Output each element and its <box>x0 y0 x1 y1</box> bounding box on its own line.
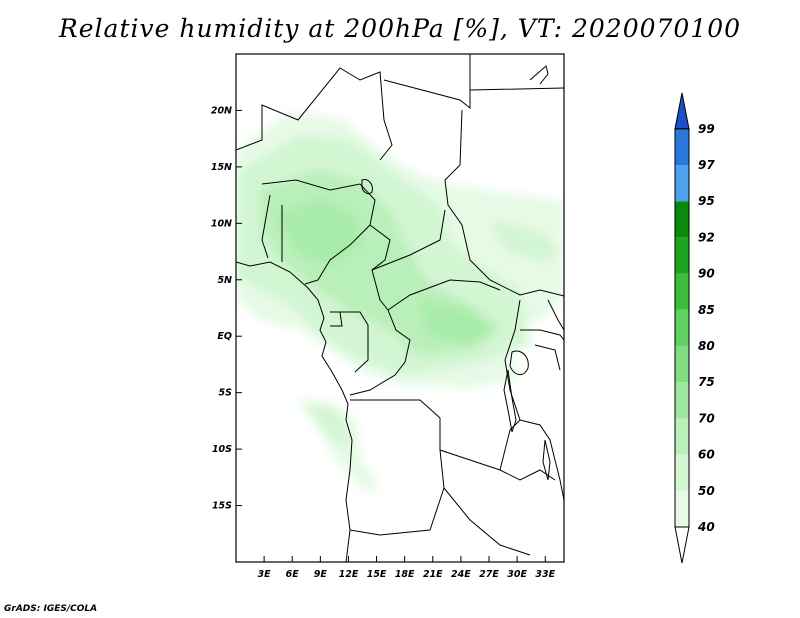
rh-70-75-area <box>275 200 360 265</box>
lon-tick-label: 18E <box>395 569 415 580</box>
lat-tick-label: 15N <box>211 162 232 173</box>
colorbar-level-label: 60 <box>698 448 715 462</box>
lon-tick-label: 21E <box>423 569 443 580</box>
rh-50-60-area-east <box>490 220 560 262</box>
border-east-africa <box>519 329 564 501</box>
lon-tick-label: 12E <box>339 569 359 580</box>
colorbar-segment <box>675 128 689 165</box>
credit-text: GrADS: IGES/COLA <box>4 604 98 614</box>
lake-victoria <box>509 350 529 375</box>
lat-tick-label: 10N <box>211 218 232 229</box>
colorbar-level-label: 90 <box>698 267 715 281</box>
map-frame <box>235 53 565 563</box>
border-cameroon <box>369 224 391 311</box>
coast-east <box>547 299 564 331</box>
colorbar-segment <box>675 165 689 202</box>
colorbar-segment <box>675 309 689 346</box>
longitude-axis: 3E 6E 9E 12E 15E 18E 21E 24E 27E 30E 33E <box>258 556 556 580</box>
lake-chad <box>361 179 373 195</box>
colorbar-segment <box>675 346 689 383</box>
border-nigeria <box>261 179 376 285</box>
lon-tick-label: 15E <box>367 569 387 580</box>
latitude-axis: 20N 15N 10N 5N EQ 5S 10S 15S <box>211 105 242 512</box>
lon-tick-label: 27E <box>479 569 499 580</box>
lon-tick-label: 6E <box>286 569 300 580</box>
border-chad-sudan <box>444 109 564 297</box>
coast-red-sea <box>529 65 549 85</box>
border-sahara-east <box>383 54 564 110</box>
colorbar: 40 50 60 70 75 80 85 90 92 95 97 99 <box>674 92 715 564</box>
lat-tick-label: EQ <box>217 331 232 342</box>
border-congo <box>330 311 369 373</box>
border-car <box>371 209 501 311</box>
rh-60-70-area-south <box>305 405 350 450</box>
colorbar-level-label: 70 <box>698 411 715 425</box>
humidity-shading <box>236 112 564 492</box>
colorbar-segment <box>675 490 689 527</box>
lat-tick-label: 20N <box>211 105 232 116</box>
colorbar-segment <box>675 273 689 310</box>
lat-tick-label: 5N <box>217 275 232 286</box>
lon-tick-label: 33E <box>535 569 555 580</box>
colorbar-level-label: 95 <box>698 194 715 208</box>
colorbar-level-label: 80 <box>698 339 715 353</box>
colorbar-level-label: 92 <box>698 230 715 244</box>
rh-40-50-area-south <box>296 398 380 492</box>
colorbar-level-label: 50 <box>698 484 715 498</box>
colorbar-segment <box>675 237 689 274</box>
lat-tick-label: 10S <box>212 444 232 455</box>
lake-malawi <box>542 439 551 481</box>
map-title: Relative humidity at 200hPa [%], VT: 202… <box>58 14 742 43</box>
colorbar-segment <box>675 201 689 238</box>
colorbar-level-label: 97 <box>698 158 715 172</box>
lat-tick-label: 5S <box>219 388 233 399</box>
colorbar-level-label: 85 <box>698 303 715 317</box>
colorbar-level-label: 75 <box>698 375 715 389</box>
colorbar-segment <box>675 454 689 491</box>
border-niger <box>261 194 283 262</box>
lon-tick-label: 24E <box>451 569 471 580</box>
lon-tick-label: 9E <box>314 569 328 580</box>
lon-tick-label: 3E <box>258 569 272 580</box>
lake-tanganyika <box>503 369 517 433</box>
colorbar-lower-arrow <box>674 526 690 564</box>
colorbar-segment <box>675 382 689 419</box>
colorbar-segment <box>675 418 689 455</box>
lon-tick-label: 30E <box>507 569 527 580</box>
colorbar-level-label: 99 <box>698 122 715 136</box>
rh-70-75-area-east <box>420 300 495 345</box>
border-angola <box>349 399 445 536</box>
border-drc <box>349 299 521 471</box>
border-zambia <box>439 449 556 556</box>
lat-tick-label: 15S <box>212 501 232 512</box>
border-sahara <box>236 67 393 161</box>
country-borders <box>236 54 564 562</box>
colorbar-outline <box>674 128 690 528</box>
coastline-west <box>236 261 353 562</box>
colorbar-upper-arrow <box>674 92 690 130</box>
colorbar-level-label: 40 <box>697 520 715 534</box>
